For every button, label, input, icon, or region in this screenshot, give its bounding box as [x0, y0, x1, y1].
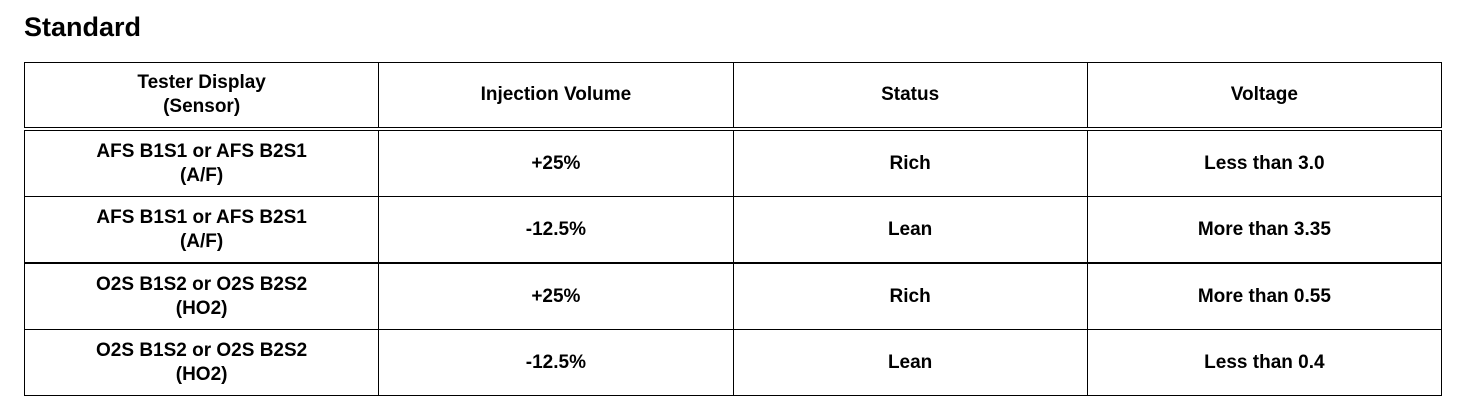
cell-text: (HO2) — [175, 297, 228, 319]
table-cell: Less than 0.4 — [1086, 329, 1443, 396]
cell-text: Rich — [889, 285, 931, 307]
table-cell: Less than 3.0 — [1086, 128, 1443, 197]
cell-text: (A/F) — [179, 230, 224, 252]
table-cell: AFS B1S1 or AFS B2S1 (A/F) — [23, 128, 380, 197]
standard-table: Tester Display (Sensor) Injection Volume St… — [23, 62, 1443, 396]
cell-text: AFS B1S1 or AFS B2S1 — [96, 206, 307, 228]
cell-text: +25% — [531, 152, 581, 174]
header-cell: Tester Display (Sensor) — [23, 62, 380, 131]
cell-text: (Sensor) — [163, 96, 241, 117]
cell-text: Lean — [887, 218, 933, 240]
table-cell: Rich — [732, 262, 1088, 330]
cell-text: (HO2) — [175, 363, 228, 385]
table-cell: O2S B1S2 or O2S B2S2 (HO2) — [23, 262, 380, 330]
cell-text: More than 3.35 — [1197, 218, 1331, 240]
header-row: Tester Display (Sensor) Injection Volume St… — [23, 62, 1443, 131]
cell-text: Rich — [889, 152, 931, 174]
table-cell: +25% — [378, 128, 734, 197]
header-cell: Voltage — [1086, 62, 1443, 131]
cell-text: Less than 0.4 — [1204, 351, 1325, 373]
table-row: O2S B1S2 or O2S B2S2 (HO2) -12.5% Lean Less … — [23, 329, 1443, 396]
table-cell: -12.5% — [378, 329, 734, 396]
cell-text: Less than 3.0 — [1204, 152, 1325, 174]
table-cell: More than 0.55 — [1086, 262, 1443, 330]
table-cell: More than 3.35 — [1086, 196, 1443, 264]
cell-text: +25% — [531, 285, 581, 307]
cell-text: Tester Display — [137, 72, 266, 93]
cell-text: (A/F) — [179, 164, 224, 186]
header-cell: Status — [732, 62, 1088, 131]
table-cell: Lean — [732, 196, 1088, 264]
title: Standard — [24, 12, 142, 42]
cell-text: Lean — [887, 351, 933, 373]
table-body: AFS B1S1 or AFS B2S1 (A/F) +25% Rich Less th… — [23, 128, 1443, 396]
table-cell: O2S B1S2 or O2S B2S2 (HO2) — [23, 329, 380, 396]
table-row: O2S B1S2 or O2S B2S2 (HO2) +25% Rich More th… — [23, 262, 1443, 330]
cell-text: Injection Volume — [480, 84, 632, 105]
table-header: Tester Display (Sensor) Injection Volume St… — [23, 62, 1443, 131]
table-row: AFS B1S1 or AFS B2S1 (A/F) -12.5% Lean More … — [23, 196, 1443, 264]
table-cell: +25% — [378, 262, 734, 330]
cell-text: O2S B1S2 or O2S B2S2 — [96, 339, 308, 361]
table-cell: -12.5% — [378, 196, 734, 264]
cell-text: -12.5% — [525, 218, 586, 240]
header-cell: Injection Volume — [378, 62, 734, 131]
table-cell: AFS B1S1 or AFS B2S1 (A/F) — [23, 196, 380, 264]
cell-text: More than 0.55 — [1197, 285, 1331, 307]
table-cell: Lean — [732, 329, 1088, 396]
table-cell: Rich — [732, 128, 1088, 197]
cell-text: AFS B1S1 or AFS B2S1 — [96, 140, 307, 162]
cell-text: -12.5% — [525, 351, 586, 373]
cell-text: Voltage — [1230, 84, 1298, 105]
cell-text: O2S B1S2 or O2S B2S2 — [96, 273, 308, 295]
cell-text: Status — [881, 84, 940, 105]
table-row: AFS B1S1 or AFS B2S1 (A/F) +25% Rich Less th… — [23, 128, 1443, 197]
